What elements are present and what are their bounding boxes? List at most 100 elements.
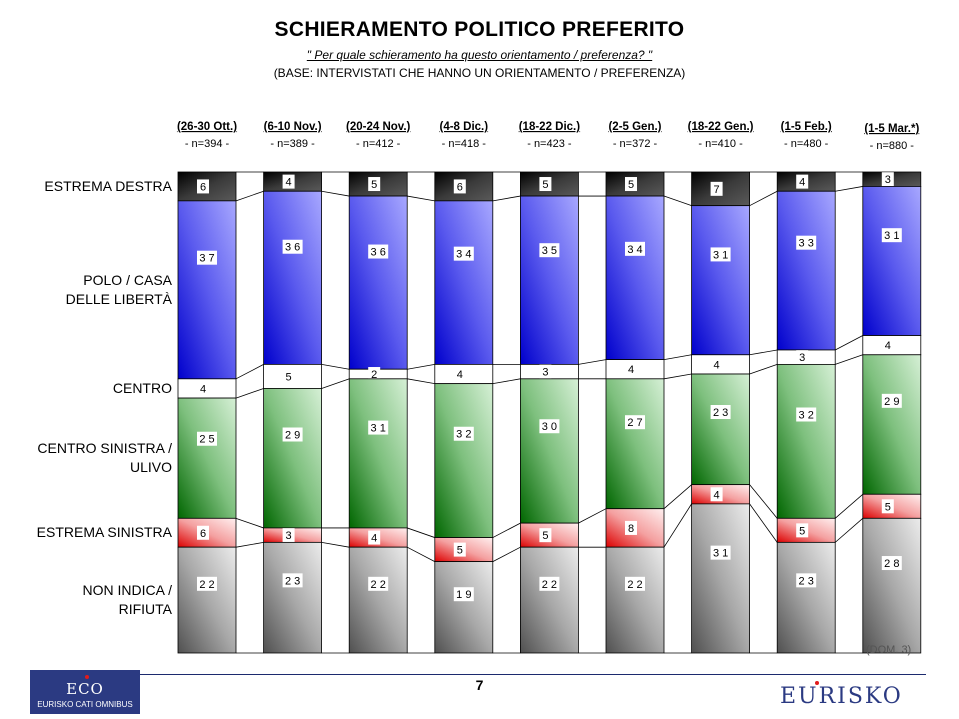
data-label: 3 bbox=[885, 174, 891, 186]
data-label-box bbox=[197, 381, 209, 396]
data-label-box bbox=[796, 573, 817, 588]
column-header-sample: - n=372 - bbox=[613, 138, 658, 150]
data-label: 3 bbox=[799, 352, 805, 364]
data-label: 3 2 bbox=[799, 409, 814, 421]
column-header-date: (4-8 Dic.) bbox=[440, 121, 489, 133]
data-label: 2 2 bbox=[627, 579, 642, 591]
base-note: (BASE: INTERVISTATI CHE HANNO UN ORIENTA… bbox=[273, 66, 686, 80]
bar-segment bbox=[263, 388, 323, 529]
bar-segment bbox=[177, 171, 237, 202]
data-label-box bbox=[796, 523, 809, 538]
bar-segment bbox=[776, 517, 836, 543]
bar-segment bbox=[605, 508, 665, 548]
data-label-box bbox=[710, 487, 723, 502]
bar-segment bbox=[348, 195, 408, 370]
data-label: 2 5 bbox=[199, 434, 214, 446]
data-label: 2 8 bbox=[884, 558, 899, 570]
data-label-box bbox=[625, 520, 637, 535]
connector-line bbox=[663, 503, 692, 548]
data-label-box bbox=[796, 350, 809, 365]
bar-segment bbox=[348, 546, 408, 654]
data-label: 5 bbox=[885, 501, 891, 513]
data-label-box bbox=[710, 404, 731, 419]
data-label: 2 3 bbox=[799, 575, 814, 587]
connector-line bbox=[407, 546, 435, 562]
data-label-box bbox=[282, 369, 295, 384]
data-label: 4 bbox=[371, 533, 377, 545]
eurisko-logo: EURISKO bbox=[780, 681, 903, 709]
eco-logo-subtext: EURISKO CATI OMNIBUS bbox=[37, 700, 133, 709]
data-label: 2 3 bbox=[285, 575, 300, 587]
row-label-line: RIFIUTA bbox=[118, 601, 172, 618]
data-label: 2 9 bbox=[884, 396, 899, 408]
data-label-box bbox=[881, 499, 894, 514]
data-label-box bbox=[197, 179, 209, 194]
data-label: 2 bbox=[371, 369, 377, 381]
row-label-line: ULIVO bbox=[129, 459, 172, 476]
bar-segment bbox=[434, 561, 494, 654]
data-label: 2 7 bbox=[627, 417, 642, 429]
column-header-sample: - n=394 - bbox=[185, 138, 230, 150]
data-label-box bbox=[368, 177, 381, 192]
connector-line bbox=[749, 364, 778, 375]
data-label-box bbox=[796, 235, 817, 250]
data-label-box bbox=[625, 362, 637, 377]
data-label: 2 2 bbox=[542, 579, 557, 591]
row-label-line: NON INDICA / bbox=[82, 582, 172, 599]
data-label-box bbox=[539, 419, 560, 434]
footer-divider bbox=[140, 674, 926, 675]
row-label-line: POLO / CASA bbox=[83, 271, 172, 288]
row-label-line: DELLE LIBERTÀ bbox=[65, 290, 172, 307]
connector-line bbox=[835, 186, 863, 192]
bar-segment bbox=[348, 378, 408, 529]
connector-line bbox=[835, 335, 863, 351]
data-label-box bbox=[796, 174, 809, 189]
data-label: 6 bbox=[457, 181, 463, 193]
connector-line bbox=[663, 195, 692, 207]
data-label-box bbox=[881, 556, 902, 571]
data-label: 4 bbox=[714, 489, 720, 501]
bar-segment bbox=[862, 354, 922, 495]
data-label: 5 bbox=[286, 371, 292, 383]
connector-line bbox=[321, 364, 350, 370]
data-label: 3 1 bbox=[884, 230, 899, 242]
data-label-box bbox=[881, 228, 902, 243]
data-label: 3 3 bbox=[799, 238, 814, 250]
data-label-box bbox=[453, 426, 474, 441]
data-label-box bbox=[710, 247, 731, 262]
data-label-box bbox=[881, 393, 902, 408]
connector-line bbox=[235, 190, 264, 202]
data-label: 6 bbox=[200, 181, 206, 193]
connector-line bbox=[578, 508, 607, 524]
data-label: 3 2 bbox=[456, 429, 471, 441]
bar-segment bbox=[862, 517, 922, 654]
data-label-box bbox=[282, 239, 303, 254]
data-label: 3 4 bbox=[456, 249, 471, 261]
bar-segment bbox=[520, 546, 579, 654]
data-label-box bbox=[881, 172, 894, 187]
bar-segment bbox=[691, 205, 750, 356]
row-label: NON INDICA / RIFIUTA bbox=[83, 581, 172, 619]
connector-line bbox=[407, 378, 435, 385]
data-label-box bbox=[881, 338, 894, 353]
data-label-box bbox=[710, 181, 723, 196]
connector-line bbox=[749, 484, 778, 519]
connector-line bbox=[663, 484, 692, 510]
eco-logo: ECO EURISKO CATI OMNIBUS bbox=[30, 670, 140, 714]
connector-line bbox=[663, 373, 692, 380]
data-label: 2 9 bbox=[285, 430, 300, 442]
data-label: 4 bbox=[628, 364, 634, 376]
data-label: 1 9 bbox=[456, 589, 471, 601]
data-label: 3 7 bbox=[199, 253, 214, 265]
row-label: CENTRO bbox=[113, 379, 172, 398]
row-label-line: ESTREMA DESTRA bbox=[44, 177, 172, 194]
column-header-date: (1-5 Mar.*) bbox=[864, 123, 919, 135]
column-header-date: (1-5 Feb.) bbox=[781, 121, 832, 133]
connector-line bbox=[321, 541, 350, 548]
data-label: 4 bbox=[714, 359, 720, 371]
chart-title: SCHIERAMENTO POLITICO PREFERITO bbox=[274, 18, 685, 41]
data-label-box bbox=[282, 573, 303, 588]
bar-segment bbox=[520, 195, 579, 365]
data-label-box bbox=[368, 530, 381, 545]
row-label: POLO / CASA DELLE LIBERTÀ bbox=[66, 271, 172, 309]
